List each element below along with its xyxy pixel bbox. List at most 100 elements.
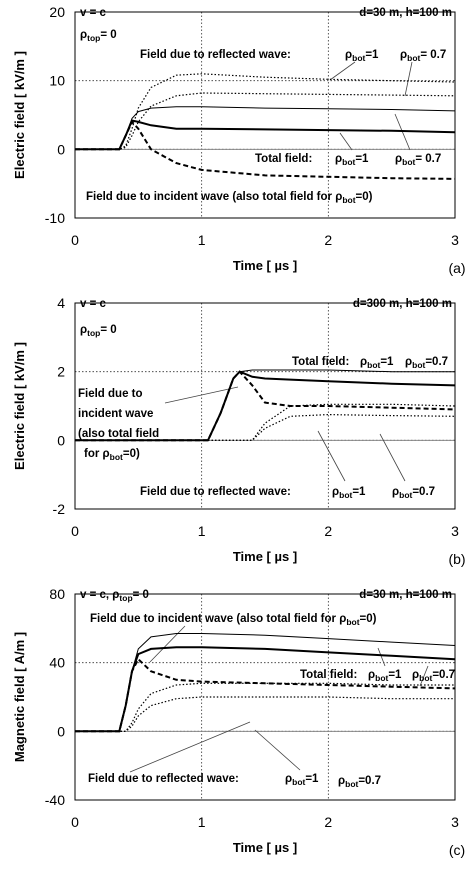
plot-frame [74,11,456,219]
annotation-part: =0.7 [358,775,381,787]
annotation-subscript: bot [346,617,359,627]
x-tick-label: 3 [451,232,459,248]
annotation-part: = 0 [100,324,116,336]
annotation: ρtop= 0 [80,324,117,338]
annotation: Total field: [255,153,312,165]
plot-frame [74,302,456,510]
y-tick-label: 0 [57,432,65,448]
y-axis-label: Magnetic field [ A/m ] [12,632,27,762]
x-tick-label: 2 [324,814,332,830]
y-tick-label: 4 [57,295,65,311]
x-tick-label: 1 [198,232,206,248]
plot-frame [74,593,456,801]
annotation-part: Field due to reflected wave: [88,773,239,785]
annotation-part: Field due to [78,388,143,400]
annotation-subscript: bot [407,53,420,63]
annotation-part: =1 [388,669,402,681]
annotation-part: =1 [365,49,379,61]
annotation: Total field: [300,669,357,681]
y-tick-label: -10 [45,210,65,226]
annotation-part: ρ [400,49,407,61]
annotation-subscript: bot [342,195,355,205]
series-line [75,370,456,442]
annotation-part: ρ [360,356,367,368]
annotation-part: =0) [356,191,373,203]
annotation-part: ρ [345,49,352,61]
annotation-part: ρ [285,773,292,785]
annotation: ρtop= 0 [80,29,117,43]
annotation-subscript: top [87,328,100,338]
annotation: ρbot=1 [335,153,369,167]
annotation-part: ρ [339,613,346,625]
annotation-part: ρ [80,324,87,336]
annotation: ρbot= 0.7 [400,49,446,63]
annotation: v = c [80,298,107,310]
y-tick-label: 0 [57,723,65,739]
x-tick-label: 3 [451,814,459,830]
annotation-part: ρ [335,153,342,165]
x-axis-label: Time [ µs ] [233,549,297,564]
annotation-part: d=300 m, h=100 m [353,298,452,310]
annotation: for ρbot=0) [84,448,140,462]
annotation: Field due to [78,388,143,400]
leader-line [129,721,251,773]
annotation-part: =0) [360,613,377,625]
annotation-part: =0.7 [412,486,435,498]
annotation: Field due to reflected wave: [140,486,291,498]
annotation-part: = 0.7 [415,153,441,165]
y-tick-label: 0 [57,141,65,157]
annotation-part: Total field: [292,356,349,368]
panel-label: (a) [448,260,465,276]
annotation: ρbot=0.7 [338,775,381,789]
annotation-part: =0.7 [432,669,455,681]
annotation: Field due to incident wave (also total f… [90,613,377,627]
annotation-part: =1 [380,356,394,368]
annotation-subscript: bot [342,157,355,167]
annotation-subscript: bot [339,490,352,500]
annotation: d=30 m, h=100 m [359,589,452,601]
annotation: v = c, ρtop= 0 [80,589,149,603]
annotation-part: =0.7 [425,356,448,368]
x-tick-label: 3 [451,523,459,539]
y-tick-label: -40 [45,792,65,808]
x-tick-label: 0 [71,232,79,248]
annotation-part: Field due to reflected wave: [140,486,291,498]
annotation-part: Field due to incident wave (also total f… [90,613,339,625]
annotation-part: d=30 m, h=100 m [359,7,452,19]
annotation: Field due to reflected wave: [88,773,239,785]
annotation-part: Field due to reflected wave: [140,49,291,61]
annotation-part: ρ [112,589,119,601]
annotation-part: Total field: [255,153,312,165]
annotation: d=30 m, h=100 m [359,7,452,19]
annotation-part: ρ [338,775,345,787]
panel-c: 0 1 2 3 -40 0 40 80 Time [ µs ] (c) Magnetic field… [12,586,465,858]
annotation-part: ρ [368,669,375,681]
leader-line [254,729,301,771]
leader-line [419,665,429,687]
annotation: ρbot=1 [368,669,402,683]
annotation-part: Field due to incident wave (also total f… [86,191,335,203]
y-tick-label: 40 [49,655,65,671]
annotation: incident wave [78,408,153,420]
annotation: v = c [80,7,107,19]
leader-line [379,433,406,482]
annotation-part: = 0.7 [420,49,446,61]
y-tick-label: 80 [49,586,65,602]
leader-line [317,430,346,482]
annotation-part: =1 [352,486,366,498]
y-tick-label: 20 [49,4,65,20]
annotation-subscript: bot [375,673,388,683]
x-tick-label: 1 [198,814,206,830]
annotation-subscript: bot [367,360,380,370]
annotation-part: ρ [335,191,342,203]
series-line [75,682,455,732]
annotation: ρbot=0.7 [412,669,455,683]
panel-b: 0 1 2 3 -2 0 2 4 Time [ µs ] (b) Electric field [ … [12,295,466,567]
annotation-part: ρ [103,448,110,460]
annotation: (also total field [78,428,159,440]
annotation-part: v = c [80,7,107,19]
series-line [75,413,456,441]
annotation-subscript: bot [352,53,365,63]
series-line [75,696,455,732]
